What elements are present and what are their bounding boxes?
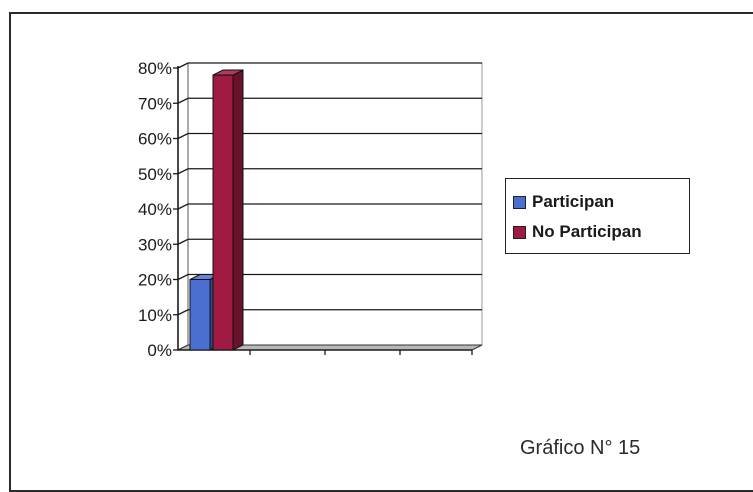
y-tick-label: 70% — [138, 94, 172, 113]
legend-item-no-participan: No Participan — [513, 217, 689, 247]
y-tick-label: 0% — [147, 341, 172, 360]
gridline — [177, 168, 482, 175]
legend-swatch-participan — [513, 195, 526, 209]
y-tick-label: 60% — [138, 130, 172, 149]
gridline — [177, 203, 482, 210]
bar-participan — [189, 279, 211, 351]
bar-no-participan — [212, 74, 234, 351]
gridline — [177, 132, 482, 140]
legend-item-participan: Participan — [513, 187, 689, 217]
bar-side-no-participan — [232, 69, 244, 351]
gridline — [177, 62, 482, 69]
y-tick-label: 40% — [138, 200, 172, 219]
y-tick-label: 30% — [138, 235, 172, 254]
y-tick-label: 80% — [138, 59, 172, 78]
gridline — [177, 273, 482, 281]
y-tick-label: 20% — [138, 271, 172, 290]
y-tick-label: 10% — [138, 306, 172, 325]
legend-label-participan: Participan — [532, 192, 615, 211]
chart-legend: Participan No Participan — [505, 178, 690, 254]
figure-caption: Gráfico N° 15 — [520, 437, 641, 459]
gridline — [177, 97, 482, 104]
y-tick-label: 50% — [138, 165, 172, 184]
legend-swatch-no-participan — [513, 225, 526, 239]
gridline — [177, 309, 482, 316]
legend-label-no-participan: No Participan — [532, 222, 642, 241]
gridline — [177, 238, 482, 245]
chart-plot: 0% 10% 20% 30% 40% 50% 60% 70% 80% — [138, 59, 483, 360]
